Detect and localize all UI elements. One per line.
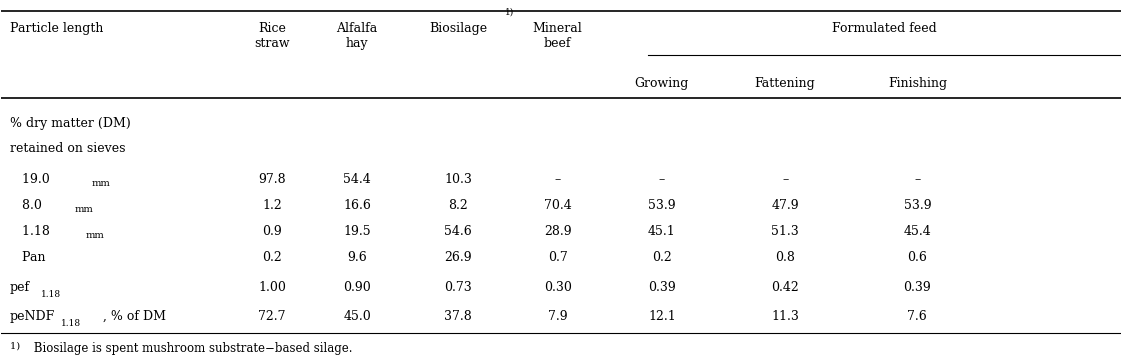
Text: , % of DM: , % of DM <box>103 310 166 323</box>
Text: 0.2: 0.2 <box>652 251 672 264</box>
Text: Formulated feed: Formulated feed <box>833 21 937 35</box>
Text: 0.30: 0.30 <box>544 281 571 294</box>
Text: Growing: Growing <box>635 77 689 90</box>
Text: Particle length: Particle length <box>10 21 103 35</box>
Text: 10.3: 10.3 <box>444 173 472 186</box>
Text: 1.18: 1.18 <box>42 290 62 298</box>
Text: –: – <box>782 173 789 186</box>
Text: % dry matter (DM): % dry matter (DM) <box>10 117 130 130</box>
Text: 1): 1) <box>505 7 514 17</box>
Text: 0.90: 0.90 <box>343 281 371 294</box>
Text: 0.2: 0.2 <box>263 251 282 264</box>
Text: 8.0: 8.0 <box>10 199 42 212</box>
Text: 0.7: 0.7 <box>548 251 568 264</box>
Text: 53.9: 53.9 <box>649 199 675 212</box>
Text: 19.5: 19.5 <box>343 225 371 238</box>
Text: 0.39: 0.39 <box>649 281 675 294</box>
Text: 1.00: 1.00 <box>258 281 286 294</box>
Text: 1.2: 1.2 <box>263 199 282 212</box>
Text: 45.4: 45.4 <box>903 225 931 238</box>
Text: 45.1: 45.1 <box>649 225 675 238</box>
Text: 54.4: 54.4 <box>343 173 371 186</box>
Text: Finishing: Finishing <box>888 77 947 90</box>
Text: 97.8: 97.8 <box>258 173 286 186</box>
Text: 70.4: 70.4 <box>544 199 571 212</box>
Text: 0.9: 0.9 <box>263 225 282 238</box>
Text: 45.0: 45.0 <box>343 310 371 323</box>
Text: Pan: Pan <box>10 251 45 264</box>
Text: 0.6: 0.6 <box>908 251 927 264</box>
Text: 7.9: 7.9 <box>548 310 568 323</box>
Text: 11.3: 11.3 <box>771 310 799 323</box>
Text: 51.3: 51.3 <box>771 225 799 238</box>
Text: 7.6: 7.6 <box>908 310 927 323</box>
Text: 1.18: 1.18 <box>62 318 81 327</box>
Text: 72.7: 72.7 <box>258 310 286 323</box>
Text: Biosilage: Biosilage <box>429 21 487 35</box>
Text: –: – <box>554 173 561 186</box>
Text: 0.73: 0.73 <box>444 281 471 294</box>
Text: mm: mm <box>86 231 104 241</box>
Text: 16.6: 16.6 <box>343 199 371 212</box>
Text: Alfalfa
hay: Alfalfa hay <box>337 21 378 50</box>
Text: 28.9: 28.9 <box>544 225 571 238</box>
Text: 0.42: 0.42 <box>771 281 799 294</box>
Text: Fattening: Fattening <box>755 77 816 90</box>
Text: 54.6: 54.6 <box>444 225 471 238</box>
Text: peNDF: peNDF <box>10 310 55 323</box>
Text: mm: mm <box>92 179 110 188</box>
Text: 0.8: 0.8 <box>775 251 795 264</box>
Text: Biosilage is spent mushroom substrate−based silage.: Biosilage is spent mushroom substrate−ba… <box>30 342 352 355</box>
Text: 0.39: 0.39 <box>903 281 931 294</box>
Text: –: – <box>914 173 920 186</box>
Text: mm: mm <box>75 205 93 215</box>
Text: retained on sieves: retained on sieves <box>10 142 126 155</box>
Text: 12.1: 12.1 <box>649 310 675 323</box>
Text: 9.6: 9.6 <box>347 251 367 264</box>
Text: 47.9: 47.9 <box>771 199 799 212</box>
Text: 53.9: 53.9 <box>903 199 931 212</box>
Text: Rice
straw: Rice straw <box>254 21 289 50</box>
Text: 1): 1) <box>10 342 22 351</box>
Text: pef: pef <box>10 281 30 294</box>
Text: Mineral
beef: Mineral beef <box>533 21 582 50</box>
Text: 8.2: 8.2 <box>448 199 468 212</box>
Text: –: – <box>659 173 665 186</box>
Text: 19.0: 19.0 <box>10 173 49 186</box>
Text: 26.9: 26.9 <box>444 251 471 264</box>
Text: 37.8: 37.8 <box>444 310 471 323</box>
Text: 1.18: 1.18 <box>10 225 49 238</box>
